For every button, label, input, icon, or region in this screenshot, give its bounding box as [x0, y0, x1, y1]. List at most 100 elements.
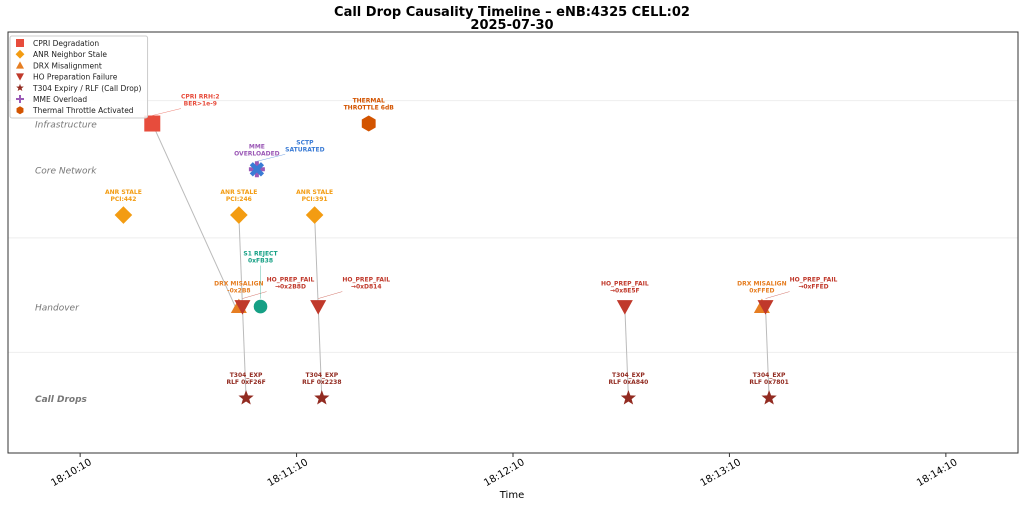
- event-label-group: DRX MISALIGN-0x2B8: [214, 281, 264, 295]
- event-label: PCI:442: [110, 196, 136, 203]
- event-label: PCI:246: [226, 196, 252, 203]
- star-marker: [620, 390, 637, 405]
- triangle-down-marker: [616, 300, 633, 315]
- diamond-marker: [15, 49, 25, 59]
- event-label: THERMAL: [353, 98, 385, 105]
- label-leader-line: [765, 291, 790, 299]
- event-label: →0x8E5F: [610, 288, 640, 295]
- star-marker: [16, 83, 24, 92]
- legend-box: [9, 35, 149, 119]
- event-label-group: HO_PREP_FAIL→0x2B8D: [267, 277, 315, 291]
- causal-link: [317, 306, 323, 399]
- label-leader-line: [256, 154, 286, 162]
- event-label: 0xFFED: [749, 288, 774, 295]
- legend-entry: Thermal Throttle Activated: [32, 106, 134, 115]
- event-label-group: HO_PREP_FAIL→0xFFED: [790, 277, 838, 291]
- event-label: →0xD814: [351, 284, 382, 291]
- label-leader-line: [242, 291, 267, 299]
- triangle-down-marker: [310, 300, 327, 315]
- x-tick-label: 18:10:10: [49, 457, 93, 489]
- lane-label: Handover: [35, 304, 80, 314]
- triangle-down-marker: [234, 300, 251, 315]
- event-label: CPRI RRH:2: [181, 94, 220, 101]
- event-label: T304_EXP: [753, 372, 786, 379]
- causal-link: [151, 123, 236, 307]
- event-label: T304_EXP: [612, 372, 645, 379]
- legend: CPRI Degradation ANR Neighbor Stale DRX Mi…: [9, 35, 149, 119]
- star-marker: [314, 390, 330, 405]
- diamond-marker: [230, 206, 248, 224]
- chart-title: Call Drop Causality Timeline – eNB:4325 …: [334, 5, 690, 20]
- causal-link: [314, 215, 319, 307]
- event-label: BER>1e-9: [184, 101, 217, 108]
- event-label: T304_EXP: [230, 372, 263, 379]
- legend-entry: ANR Neighbor Stale: [33, 50, 107, 59]
- event-label: RLF 0x7801: [749, 379, 788, 386]
- x-axis-label: Time: [499, 490, 524, 501]
- event-label: ANR STALE: [220, 189, 257, 196]
- x-tick-label: 18:14:10: [915, 457, 959, 489]
- event-label: HO_PREP_FAIL: [267, 277, 315, 284]
- event-label-group: HO_PREP_FAIL→0x8E5F: [601, 281, 649, 295]
- event-label: →0x2B8D: [275, 284, 306, 291]
- hexagon-marker: [16, 106, 24, 115]
- event-label: -0x2B8: [227, 288, 250, 295]
- event-label: RLF 0xA840: [609, 379, 649, 386]
- plus-marker: [16, 95, 24, 103]
- legend-entry: DRX Misalignment: [33, 61, 102, 70]
- event-label: ANR STALE: [105, 189, 142, 196]
- event-label: HO_PREP_FAIL: [342, 277, 390, 284]
- x-tick-label: 18:11:10: [266, 457, 310, 489]
- event-label: THROTTLE 6dB: [344, 105, 395, 112]
- square-marker: [144, 115, 161, 132]
- plot-frame: [7, 31, 1019, 454]
- legend-entry: MME Overload: [33, 95, 87, 104]
- square-marker: [16, 39, 24, 47]
- event-label: T304_EXP: [305, 372, 338, 379]
- event-label: ANR STALE: [296, 189, 333, 196]
- star-marker: [761, 390, 777, 405]
- event-label: DRX MISALIGN: [214, 281, 264, 288]
- triangle-up-marker: [16, 61, 24, 69]
- event-label-group: HO_PREP_FAIL→0xD814: [342, 277, 390, 291]
- diamond-marker: [114, 206, 133, 224]
- event-label: PCI:391: [302, 196, 328, 203]
- causal-link: [765, 306, 770, 399]
- x-marker: [249, 162, 265, 177]
- label-leader-line: [152, 108, 182, 116]
- x-tick-label: 18:13:10: [699, 457, 743, 489]
- event-label: HO_PREP_FAIL: [601, 281, 649, 288]
- lane-label: Core Network: [35, 166, 97, 176]
- event-label: RLF 0xF26F: [226, 379, 265, 386]
- triangle-down-marker: [16, 73, 24, 81]
- lane-label: Infrastructure: [35, 121, 97, 131]
- event-label: DRX MISALIGN: [737, 281, 787, 288]
- label-leader-line: [318, 291, 343, 299]
- star-marker: [238, 390, 254, 405]
- event-label: SATURATED: [285, 146, 324, 153]
- legend-entry: T304 Expiry / RLF (Call Drop): [32, 84, 142, 93]
- hexagon-marker: [361, 115, 376, 132]
- event-label: 0xFB38: [248, 258, 273, 265]
- legend-entry: CPRI Degradation: [33, 39, 99, 48]
- event-label: S1 REJECT: [243, 251, 278, 258]
- event-label: MME: [249, 143, 265, 150]
- lane-label: Call Drops: [35, 395, 88, 405]
- diamond-marker: [305, 206, 324, 224]
- event-label: HO_PREP_FAIL: [790, 277, 838, 284]
- chart-subtitle: 2025-07-30: [470, 18, 553, 33]
